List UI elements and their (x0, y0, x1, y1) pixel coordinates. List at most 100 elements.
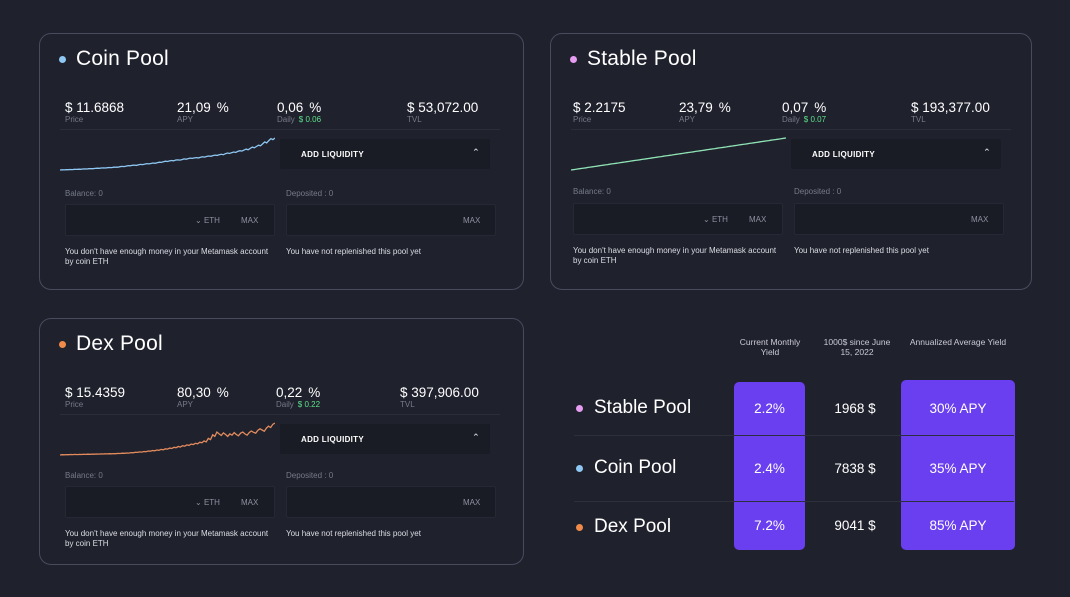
deposited-input[interactable]: MAX (794, 203, 1004, 235)
apy-label: APY (177, 400, 194, 409)
price-value: $ 15.4359 (65, 385, 126, 400)
tvl-stat: $ 397,906.00 TVL (400, 385, 479, 409)
table-row-name: Dex Pool (576, 516, 671, 538)
currency-select[interactable]: ⌄ ETH (195, 498, 220, 507)
monthly-yield-value: 2.2% (754, 401, 785, 416)
apy-value: 80,30 (177, 385, 211, 400)
row-pool-name: Coin Pool (594, 457, 677, 478)
daily-value: 0,22 (276, 385, 303, 400)
daily-stat: 0,07% Daily $ 0.07 (782, 100, 826, 124)
max-button[interactable]: MAX (749, 215, 767, 224)
daily-value: 0,07 (782, 100, 809, 115)
add-liquidity-toggle[interactable]: ADD LIQUIDITY ⌃ (280, 424, 490, 454)
max-button[interactable]: MAX (463, 498, 481, 507)
price-chart (60, 422, 275, 456)
currency-label: ETH (711, 215, 728, 224)
tvl-label: TVL (400, 400, 415, 409)
apy-stat: 21,09% APY (177, 100, 229, 124)
balance-input[interactable]: ⌄ ETH MAX (65, 486, 275, 518)
apy-value: 21,09 (177, 100, 211, 115)
max-button[interactable]: MAX (971, 215, 989, 224)
header-monthly-yield: Current Monthly Yield (739, 337, 801, 357)
balance-message: You don't have enough money in your Meta… (65, 247, 269, 266)
table-row-name: Stable Pool (576, 397, 691, 419)
header-annualized: Annualized Average Yield (909, 337, 1007, 347)
yield-summary-table: Current Monthly Yield 1000$ since June 1… (560, 325, 1030, 565)
price-line (60, 137, 275, 171)
deposited-input[interactable]: MAX (286, 204, 496, 236)
tvl-stat: $ 193,377.00 TVL (911, 100, 990, 124)
price-stat: $ 15.4359 Price (65, 385, 125, 409)
since-june-value: 9041 $ (834, 518, 876, 533)
row-pool-name: Dex Pool (594, 516, 672, 537)
stats-row: $ 15.4359 Price 80,30% APY 0,22% Daily $ … (60, 375, 500, 415)
stable-pool-card: Stable Pool $ 2.2175 Price 23,79% APY 0,… (550, 33, 1032, 290)
price-chart (60, 137, 275, 171)
max-button[interactable]: MAX (241, 216, 259, 225)
price-value: $ 11.6868 (65, 100, 125, 115)
add-liquidity-toggle[interactable]: ADD LIQUIDITY ⌃ (791, 139, 1001, 169)
price-label: Price (65, 115, 84, 124)
chevron-up-icon: ⌃ (983, 147, 991, 157)
monthly-yield-value: 7.2% (754, 518, 785, 533)
pool-name: Coin Pool (76, 47, 169, 70)
add-liquidity-toggle[interactable]: ADD LIQUIDITY ⌃ (280, 139, 490, 169)
row-pool-name: Stable Pool (594, 397, 692, 418)
pool-title: Dex Pool (59, 332, 163, 356)
currency-label: ETH (203, 498, 220, 507)
pool-dot-icon (59, 55, 66, 63)
dex-pool-card: Dex Pool $ 15.4359 Price 80,30% APY 0,22… (39, 318, 524, 565)
tvl-label: TVL (407, 115, 422, 124)
pool-name: Stable Pool (587, 47, 697, 70)
add-liquidity-label: ADD LIQUIDITY (812, 150, 876, 159)
deposited-label: Deposited : 0 (286, 471, 334, 480)
balance-input[interactable]: ⌄ ETH MAX (65, 204, 275, 236)
daily-stat: 0,06% Daily $ 0.06 (277, 100, 321, 124)
daily-label: Daily (277, 115, 295, 124)
max-button[interactable]: MAX (241, 498, 259, 507)
daily-usd: $ 0.06 (298, 115, 322, 124)
chevron-down-icon: ⌄ (703, 215, 710, 224)
daily-unit: % (309, 100, 322, 115)
price-stat: $ 2.2175 Price (573, 100, 626, 124)
daily-unit: % (814, 100, 827, 115)
apy-stat: 23,79% APY (679, 100, 731, 124)
balance-input[interactable]: ⌄ ETH MAX (573, 203, 783, 235)
pool-dot-icon (59, 340, 66, 348)
add-liquidity-label: ADD LIQUIDITY (301, 150, 365, 159)
daily-unit: % (308, 385, 321, 400)
pool-dot-icon (576, 523, 583, 531)
deposited-label: Deposited : 0 (286, 189, 334, 198)
pool-title: Stable Pool (570, 47, 697, 71)
price-value: $ 2.2175 (573, 100, 626, 115)
row-divider (574, 501, 1014, 502)
chevron-up-icon: ⌃ (472, 432, 480, 442)
balance-label: Balance: 0 (65, 471, 103, 480)
price-label: Price (573, 115, 592, 124)
coin-pool-card: Coin Pool $ 11.6868 Price 21,09% APY 0,0… (39, 33, 524, 290)
chevron-down-icon: ⌄ (195, 216, 202, 225)
add-liquidity-label: ADD LIQUIDITY (301, 435, 365, 444)
tvl-value: $ 397,906.00 (400, 385, 479, 400)
daily-usd: $ 0.07 (803, 115, 827, 124)
tvl-label: TVL (911, 115, 926, 124)
price-stat: $ 11.6868 Price (65, 100, 124, 124)
tvl-value: $ 53,072.00 (407, 100, 479, 115)
apy-unit: % (718, 100, 731, 115)
tvl-stat: $ 53,072.00 TVL (407, 100, 478, 124)
balance-label: Balance: 0 (573, 187, 611, 196)
apy-label: APY (679, 115, 696, 124)
deposited-input[interactable]: MAX (286, 486, 496, 518)
price-chart (571, 137, 786, 171)
deposit-message: You have not replenished this pool yet (286, 529, 421, 538)
max-button[interactable]: MAX (463, 216, 481, 225)
monthly-yield-value: 2.4% (754, 461, 785, 476)
row-divider (574, 435, 1014, 436)
monthly-yield-highlight (734, 382, 805, 550)
chevron-down-icon: ⌄ (195, 498, 202, 507)
stats-row: $ 2.2175 Price 23,79% APY 0,07% Daily $ 0… (571, 90, 1011, 130)
daily-label: Daily (276, 400, 294, 409)
currency-select[interactable]: ⌄ ETH (703, 215, 728, 224)
currency-select[interactable]: ⌄ ETH (195, 216, 220, 225)
apy-value: 23,79 (679, 100, 713, 115)
